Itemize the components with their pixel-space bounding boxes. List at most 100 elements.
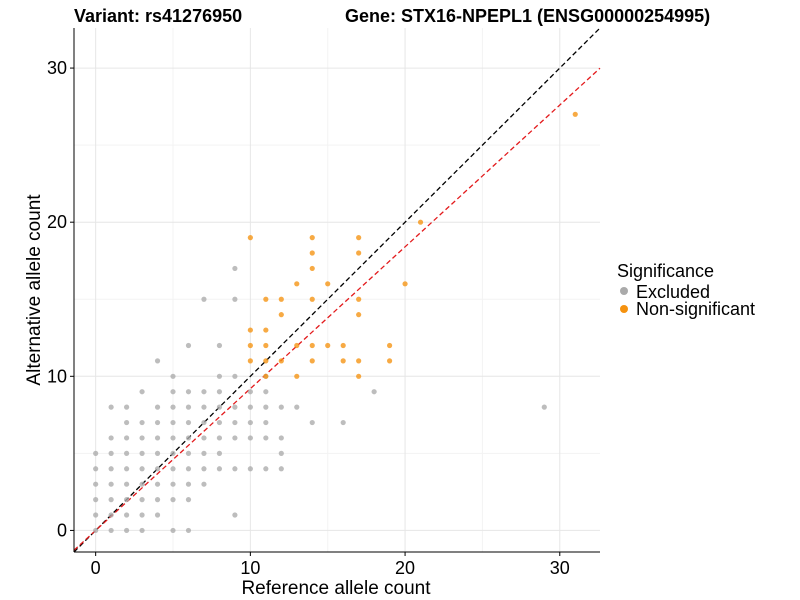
point-non-significant xyxy=(340,358,346,364)
point-excluded xyxy=(108,435,114,441)
point-excluded xyxy=(247,404,253,410)
axes xyxy=(73,28,600,553)
point-excluded xyxy=(170,481,176,487)
point-excluded xyxy=(170,435,176,441)
point-excluded xyxy=(124,481,130,487)
point-excluded xyxy=(185,497,192,503)
point-non-significant xyxy=(309,265,315,272)
point-excluded xyxy=(185,435,192,441)
point-non-significant xyxy=(247,235,253,241)
point-excluded xyxy=(154,358,161,364)
point-excluded xyxy=(232,296,238,302)
point-excluded xyxy=(93,527,99,534)
point-excluded xyxy=(216,342,223,349)
point-excluded xyxy=(216,419,223,426)
point-excluded xyxy=(108,527,114,534)
point-excluded xyxy=(278,450,284,456)
point-excluded xyxy=(185,466,192,472)
point-non-significant xyxy=(387,358,393,364)
legend-key-excluded xyxy=(620,287,628,295)
x-tick-label: 20 xyxy=(395,558,415,578)
point-excluded xyxy=(216,450,223,456)
point-non-significant xyxy=(325,281,331,287)
point-excluded xyxy=(263,466,269,472)
legend-label-excluded: Excluded xyxy=(636,282,710,302)
point-excluded xyxy=(93,466,99,472)
point-excluded xyxy=(371,389,377,395)
point-excluded xyxy=(216,389,223,395)
point-excluded xyxy=(278,435,284,441)
point-excluded xyxy=(93,450,99,456)
point-excluded xyxy=(263,435,269,441)
point-excluded xyxy=(232,466,238,472)
point-non-significant xyxy=(356,312,362,318)
point-excluded xyxy=(108,404,114,410)
point-excluded xyxy=(139,419,145,426)
point-excluded xyxy=(247,466,253,472)
point-excluded xyxy=(170,527,176,534)
point-excluded xyxy=(139,481,145,487)
point-excluded xyxy=(108,481,114,487)
point-non-significant xyxy=(402,281,408,287)
point-excluded xyxy=(154,512,161,518)
point-excluded xyxy=(247,435,253,441)
point-non-significant xyxy=(263,296,269,302)
point-excluded xyxy=(201,419,207,426)
point-excluded xyxy=(124,497,130,503)
point-excluded xyxy=(247,419,253,426)
point-excluded xyxy=(139,466,145,472)
reference-line-fit xyxy=(73,67,601,551)
point-non-significant xyxy=(263,358,269,364)
point-excluded xyxy=(263,389,269,395)
point-non-significant xyxy=(309,342,315,349)
y-tick-label: 30 xyxy=(47,58,67,78)
point-non-significant xyxy=(309,235,315,241)
point-excluded xyxy=(201,389,207,395)
legend: Significance Excluded Non-significant xyxy=(617,261,755,319)
point-excluded xyxy=(201,450,207,456)
tick-labels: 0 10 20 30 0 10 20 30 xyxy=(47,58,570,578)
point-excluded xyxy=(139,435,145,441)
point-non-significant xyxy=(263,327,269,333)
point-non-significant xyxy=(247,342,253,349)
point-excluded xyxy=(232,512,238,518)
point-non-significant xyxy=(417,219,424,225)
point-excluded xyxy=(154,466,161,472)
point-excluded xyxy=(294,404,300,410)
point-non-significant xyxy=(387,342,393,349)
point-non-significant xyxy=(325,342,331,349)
point-excluded xyxy=(170,497,176,503)
point-excluded xyxy=(170,404,176,410)
point-excluded xyxy=(185,450,192,456)
point-non-significant xyxy=(356,296,362,302)
point-non-significant xyxy=(309,358,315,364)
y-tick-label: 10 xyxy=(47,366,67,386)
point-non-significant xyxy=(247,327,253,333)
point-excluded xyxy=(124,450,130,456)
point-excluded xyxy=(263,419,269,426)
x-tick-label: 0 xyxy=(91,558,101,578)
point-excluded xyxy=(185,527,192,534)
point-excluded xyxy=(124,404,130,410)
point-excluded xyxy=(139,450,145,456)
point-non-significant xyxy=(356,373,362,379)
point-non-significant xyxy=(278,296,284,302)
point-excluded xyxy=(93,481,99,487)
point-excluded xyxy=(247,389,253,395)
point-excluded xyxy=(124,512,130,518)
x-tick-label: 30 xyxy=(550,558,570,578)
point-excluded xyxy=(201,435,207,441)
x-tick-label: 10 xyxy=(240,558,260,578)
point-excluded xyxy=(170,419,176,426)
point-excluded xyxy=(216,404,223,410)
point-excluded xyxy=(154,419,161,426)
point-excluded xyxy=(154,435,161,441)
point-excluded xyxy=(124,419,130,426)
point-excluded xyxy=(185,342,192,349)
point-excluded xyxy=(139,512,145,518)
y-axis-title: Alternative allele count xyxy=(24,194,45,386)
point-excluded xyxy=(108,512,114,518)
point-non-significant xyxy=(294,342,300,349)
chart-title-gene: Gene: STX16-NPEPL1 (ENSG00000254995) xyxy=(345,6,710,26)
point-excluded xyxy=(216,435,223,441)
